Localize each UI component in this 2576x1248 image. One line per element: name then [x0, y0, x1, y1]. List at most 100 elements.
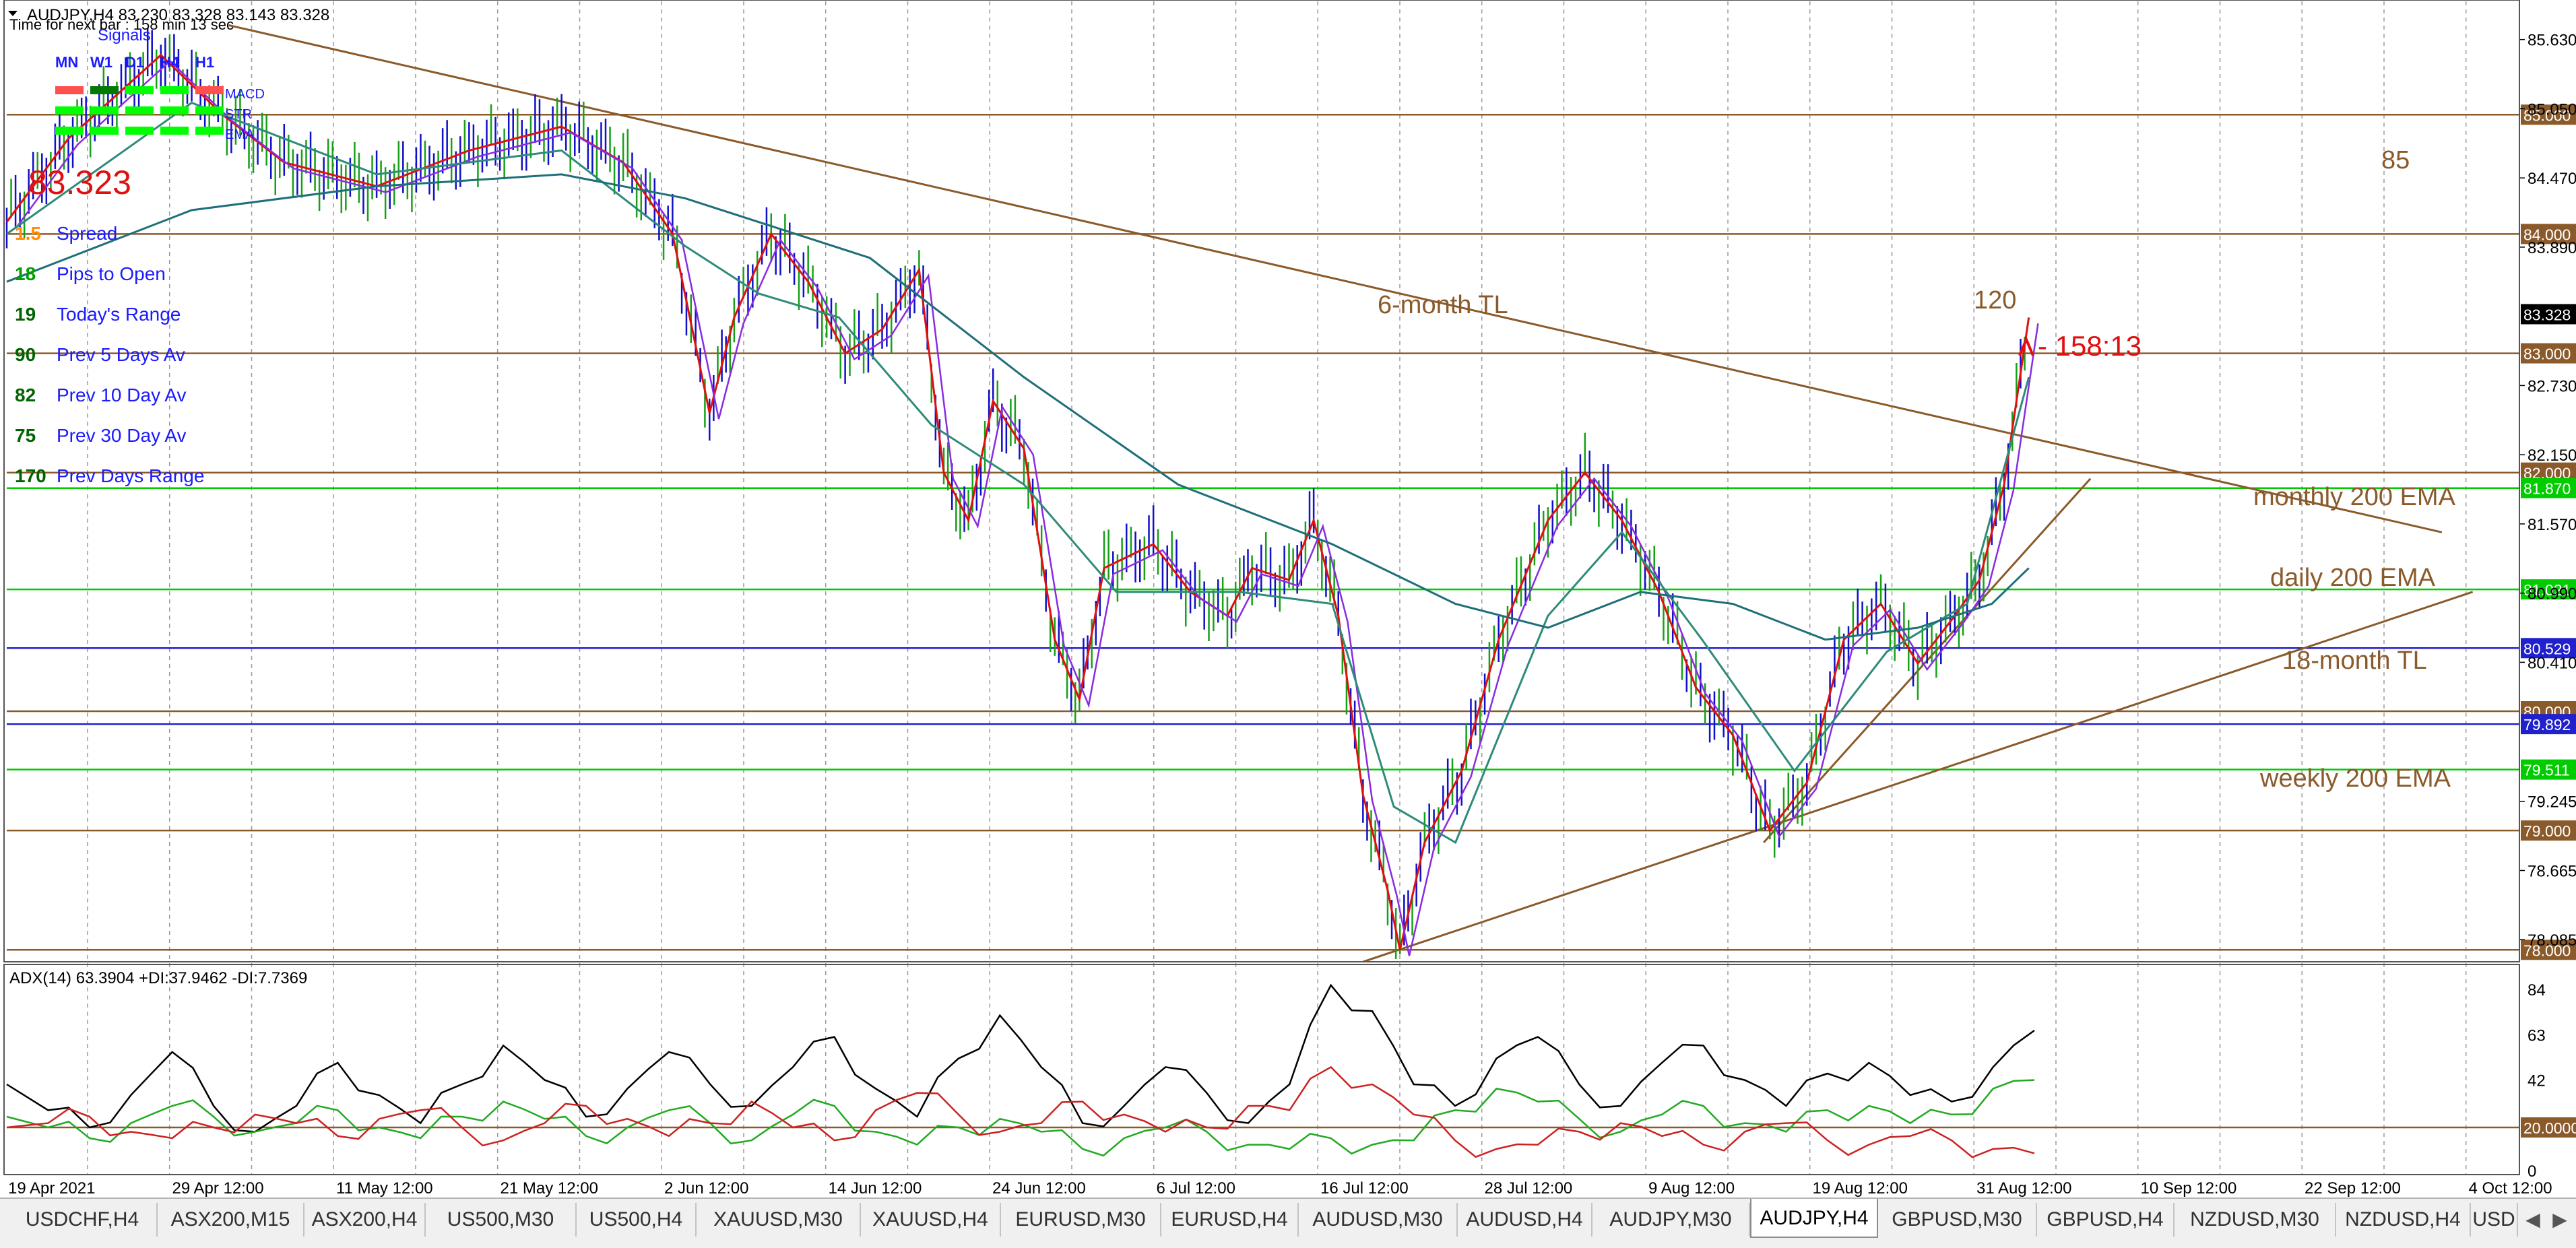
monthly-ema-label: monthly 200 EMA [2253, 483, 2456, 511]
tab-eurusd-h4[interactable]: EURUSD,H4 [1161, 1203, 1299, 1237]
signal-tf-label: H1 [195, 54, 214, 71]
six-month-tl-label: 6-month TL [1378, 291, 1508, 319]
x-tick-label: 19 Apr 2021 [8, 1179, 95, 1197]
countdown-label: - 158:13 [2038, 330, 2142, 362]
tab-xauusd-h4[interactable]: XAUUSD,H4 [861, 1203, 1001, 1237]
level-price-label: 84.000 [2523, 226, 2571, 243]
info-value: 75 [15, 425, 36, 446]
current-price-box [2521, 304, 2576, 325]
y-tick-label: 85.630 [2527, 32, 2576, 50]
header-triangle-icon[interactable] [8, 11, 18, 16]
tab-scroll-left-icon[interactable]: ◀ [2525, 1209, 2540, 1230]
price-line-purple [15, 59, 2039, 956]
weekly-ema-label: weekly 200 EMA [2259, 764, 2451, 793]
y-tick-label: 79.245 [2527, 793, 2576, 812]
info-label: Prev 5 Days Av [57, 344, 185, 365]
tab-nzdusd-m30[interactable]: NZDUSD,M30 [2175, 1203, 2336, 1237]
signal-cell [55, 127, 84, 135]
level-price-box [2521, 104, 2576, 125]
info-panel: 1.5 Spread 18 Pips to Open 19 Today's Range 90… [15, 223, 204, 486]
tab-audjpy-m30[interactable]: AUDJPY,M30 [1592, 1203, 1750, 1237]
tab-audusd-m30[interactable]: AUDUSD,M30 [1299, 1203, 1458, 1237]
signal-tf-label: W1 [90, 54, 112, 71]
tab-usdchf-h4[interactable]: USDCHF,H4 [8, 1203, 158, 1237]
adx-level-box [2521, 1117, 2576, 1138]
tab-gbpusd-m30[interactable]: GBPUSD,M30 [1878, 1203, 2037, 1237]
tab-eurusd-m30[interactable]: EURUSD,M30 [1001, 1203, 1161, 1237]
tab-audjpy-h4[interactable]: AUDJPY,H4 [1750, 1199, 1878, 1238]
daily-ema-label: daily 200 EMA [2270, 564, 2436, 592]
signal-cell [90, 86, 119, 94]
symbol-header: AUDJPY,H4 83.230 83.328 83.143 83.328 [27, 6, 329, 24]
x-tick-label: 31 Aug 12:00 [1976, 1179, 2071, 1197]
tab-nzdusd-h4[interactable]: NZDUSD,H4 [2336, 1203, 2471, 1237]
signal-tf-label: D1 [125, 54, 144, 71]
signal-cell [55, 86, 84, 94]
y-tick-label: 81.570 [2527, 516, 2576, 534]
horizontal-levels: 85.00084.00083.00082.00081.87081.02180.5… [7, 104, 2576, 960]
current-price-label: 83.328 [2523, 306, 2571, 323]
tab-asx200-m15[interactable]: ASX200,M15 [158, 1203, 304, 1237]
signal-tf-label: H4 [160, 54, 180, 71]
level-price-label: 79.000 [2523, 822, 2571, 840]
symbol-tab-bar: ◀ ▶ USDCHF,H4 ASX200,M15 ASX200,H4 US500,M3… [0, 1197, 2576, 1248]
signal-tf-label: MN [55, 54, 78, 71]
level-price-box [2521, 714, 2576, 735]
x-tick-label: 16 Jul 12:00 [1320, 1179, 1409, 1197]
bar-timer: Time for next bar : 158 min 13 sec [9, 16, 234, 33]
signal-cell [125, 106, 154, 114]
tab-asx200-h4[interactable]: ASX200,H4 [304, 1203, 426, 1237]
x-tick-label: 24 Jun 12:00 [992, 1179, 1086, 1197]
x-tick-label: 14 Jun 12:00 [829, 1179, 922, 1197]
adx-tick-label: 0 [2527, 1162, 2536, 1181]
tab-us500-h4[interactable]: US500,H4 [577, 1203, 697, 1237]
current-price-big: 83.323 [28, 164, 131, 201]
level-price-box [2521, 579, 2576, 600]
tab-scroll-right-icon[interactable]: ▶ [2552, 1209, 2567, 1230]
info-label: Prev 30 Day Av [57, 425, 186, 446]
x-tick-label: 10 Sep 12:00 [2141, 1179, 2237, 1197]
price-axis: 85.630 85.050 84.470 83.890 82.730 82.150 81.5… [2519, 32, 2576, 950]
adx-panel-frame [3, 964, 2520, 1175]
x-tick-label: 11 May 12:00 [336, 1179, 433, 1197]
level-price-box [2521, 478, 2576, 498]
signal-cell [160, 106, 189, 114]
info-value: 18 [15, 263, 36, 284]
info-label: Today's Range [57, 304, 181, 325]
x-tick-label: 21 May 12:00 [501, 1179, 598, 1197]
info-value: 1.5 [15, 223, 41, 244]
x-tick-label: 28 Jul 12:00 [1485, 1179, 1573, 1197]
signal-cell [55, 106, 84, 114]
level-price-label: 81.870 [2523, 480, 2571, 498]
level-price-label: 83.000 [2523, 346, 2571, 363]
level-price-label: 85.000 [2523, 106, 2571, 124]
info-label: Spread [57, 223, 117, 244]
tab-gbpusd-h4[interactable]: GBPUSD,H4 [2037, 1203, 2175, 1237]
eighteen-month-tl-label: 18-month TL [2282, 647, 2427, 675]
signal-cell [160, 86, 189, 94]
tab-audusd-h4[interactable]: AUDUSD,H4 [1458, 1203, 1592, 1237]
price-chart[interactable]: 85.00084.00083.00082.00081.87081.02180.5… [0, 0, 2576, 1197]
level-price-label: 81.021 [2523, 581, 2571, 599]
level-price-box [2521, 343, 2576, 364]
signal-cell [125, 127, 154, 135]
x-tick-label: 2 Jun 12:00 [664, 1179, 748, 1197]
y-tick-label: 78.665 [2527, 862, 2576, 880]
x-tick-label: 29 Apr 12:00 [172, 1179, 264, 1197]
vertical-grid [87, 1, 2467, 1175]
signal-cell [90, 106, 119, 114]
main-panel-frame [3, 0, 2520, 962]
signal-cell [160, 127, 189, 135]
info-value: 19 [15, 304, 36, 325]
tab-xauusd-m30[interactable]: XAUUSD,M30 [697, 1203, 861, 1237]
x-tick-label: 19 Aug 12:00 [1813, 1179, 1908, 1197]
adx-level-label: 20.0000 [2523, 1119, 2576, 1137]
tab-us500-m30[interactable]: US500,M30 [426, 1203, 577, 1237]
tab-usd[interactable]: USD [2471, 1203, 2518, 1237]
level-price-box [2521, 940, 2576, 960]
x-tick-label: 9 Aug 12:00 [1648, 1179, 1735, 1197]
level-price-box [2521, 820, 2576, 841]
y-tick-label: 84.470 [2527, 170, 2576, 188]
level-price-box [2521, 638, 2576, 659]
x-tick-label: 6 Jul 12:00 [1157, 1179, 1235, 1197]
